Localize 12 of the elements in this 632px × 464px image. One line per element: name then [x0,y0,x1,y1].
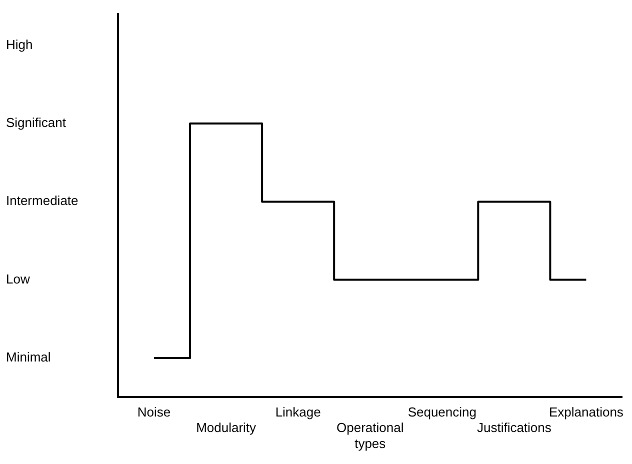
text: Significant [6,115,66,130]
text: Intermediate [6,193,78,208]
x-tick-label: Noise [137,404,171,420]
x-tick-label: Operational types [336,420,404,451]
x-tick-label: Sequencing [408,404,476,420]
text: Low [6,271,30,286]
x-tick-label: Justifications [476,420,552,436]
text: Minimal [6,350,51,365]
text: High [6,36,33,52]
x-tick-label: Modularity [196,420,257,436]
x-tick-label: Linkage [275,404,321,420]
x-tick-label: Explanations [548,404,624,420]
